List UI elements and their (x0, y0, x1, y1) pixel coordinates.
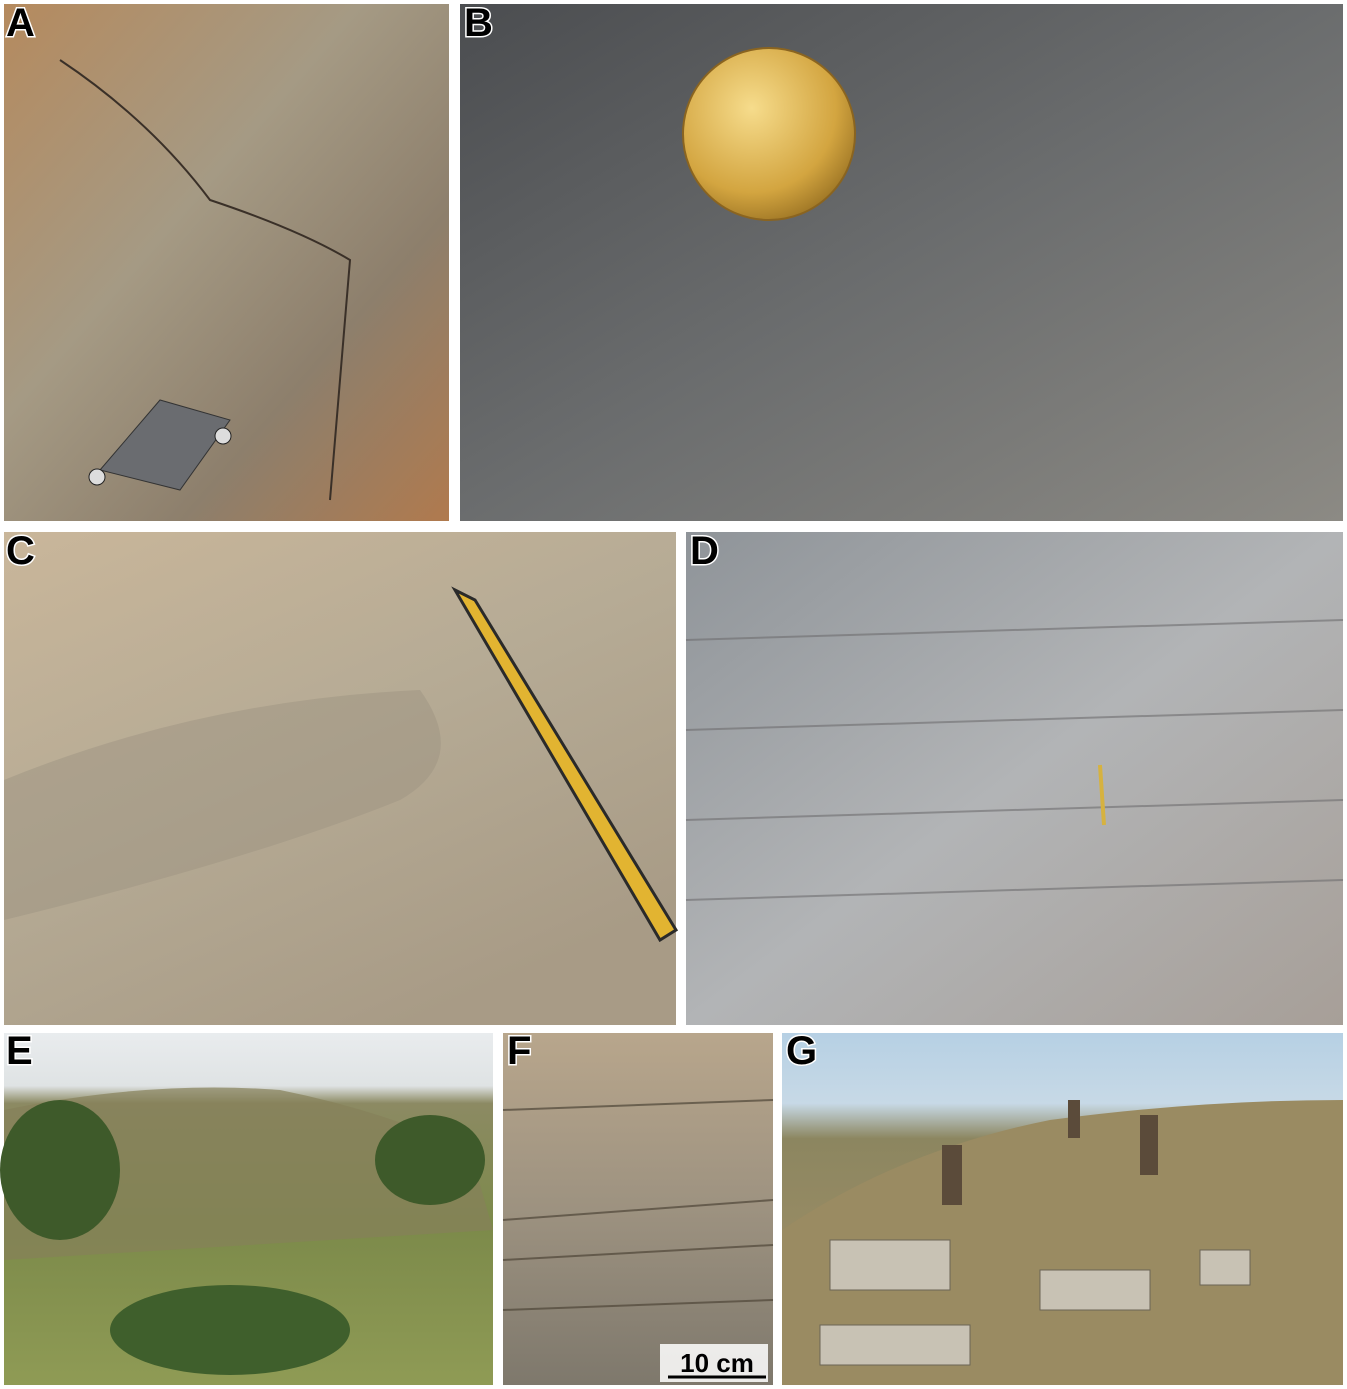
panel-label: D (690, 529, 719, 573)
tree (0, 1100, 120, 1240)
photo-d (686, 532, 1343, 1025)
panel-label: C (6, 529, 35, 573)
lens-rivet (215, 428, 231, 444)
panel-label: B (464, 1, 493, 45)
shrubs (110, 1285, 350, 1375)
panel-label: F (507, 1029, 531, 1073)
tree (375, 1115, 485, 1205)
page: 10 cm ABCDEFG (() => { const data = JSON… (0, 0, 1347, 1389)
panel-label: A (6, 1, 35, 45)
scale-label: 10 cm (680, 1348, 754, 1378)
panel-label: G (786, 1029, 817, 1073)
figure: 10 cm A B C D E F G (0, 0, 1347, 1389)
coin (683, 48, 855, 220)
panel-label: E (6, 1029, 33, 1073)
lens-rivet (89, 469, 105, 485)
photo-b (460, 4, 1343, 521)
